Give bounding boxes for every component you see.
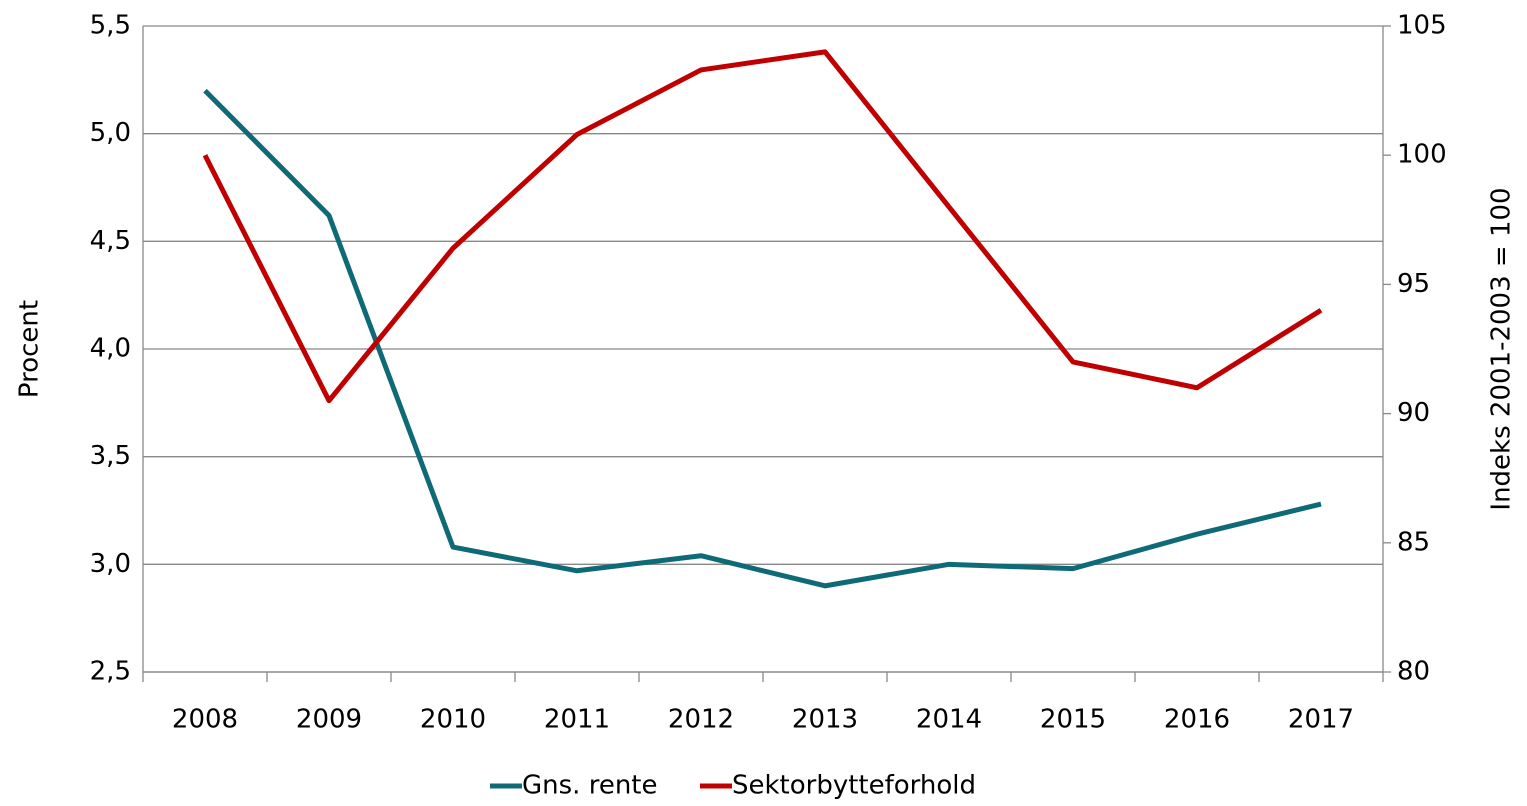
y2-tick-label: 100 [1397,140,1447,170]
line-series [203,88,1322,589]
legend-label: Gns. rente [522,771,657,801]
x-tick-label: 2014 [916,705,982,735]
line-series [202,49,1323,404]
x-tick-label: 2012 [668,705,734,735]
x-tick-label: 2016 [1164,705,1230,735]
y-axis-label: Procent [15,300,45,398]
x-tick-label: 2008 [172,705,238,735]
y-tick-label: 5,5 [90,11,131,41]
y2-axis-label: Indeks 2001-2003 = 100 [1487,187,1517,510]
x-tick-label: 2017 [1288,705,1354,735]
x-tick-label: 2009 [296,705,362,735]
x-tick-label: 2015 [1040,705,1106,735]
y2-tick-label: 95 [1397,269,1430,299]
y2-tick-label: 85 [1397,527,1430,557]
y-tick-label: 3,0 [90,549,131,579]
y-tick-label: 2,5 [90,657,131,687]
y-tick-label: 3,5 [90,441,131,471]
y2-tick-label: 90 [1397,398,1430,428]
y2-tick-label: 105 [1397,11,1447,41]
x-tick-label: 2011 [544,705,610,735]
y-tick-label: 4,5 [90,226,131,256]
x-tick-label: 2010 [420,705,486,735]
y2-tick-label: 80 [1397,657,1430,687]
legend-label: Sektorbytteforhold [732,771,976,801]
y-tick-label: 4,0 [90,334,131,364]
y-tick-label: 5,0 [90,118,131,148]
x-tick-label: 2013 [792,705,858,735]
